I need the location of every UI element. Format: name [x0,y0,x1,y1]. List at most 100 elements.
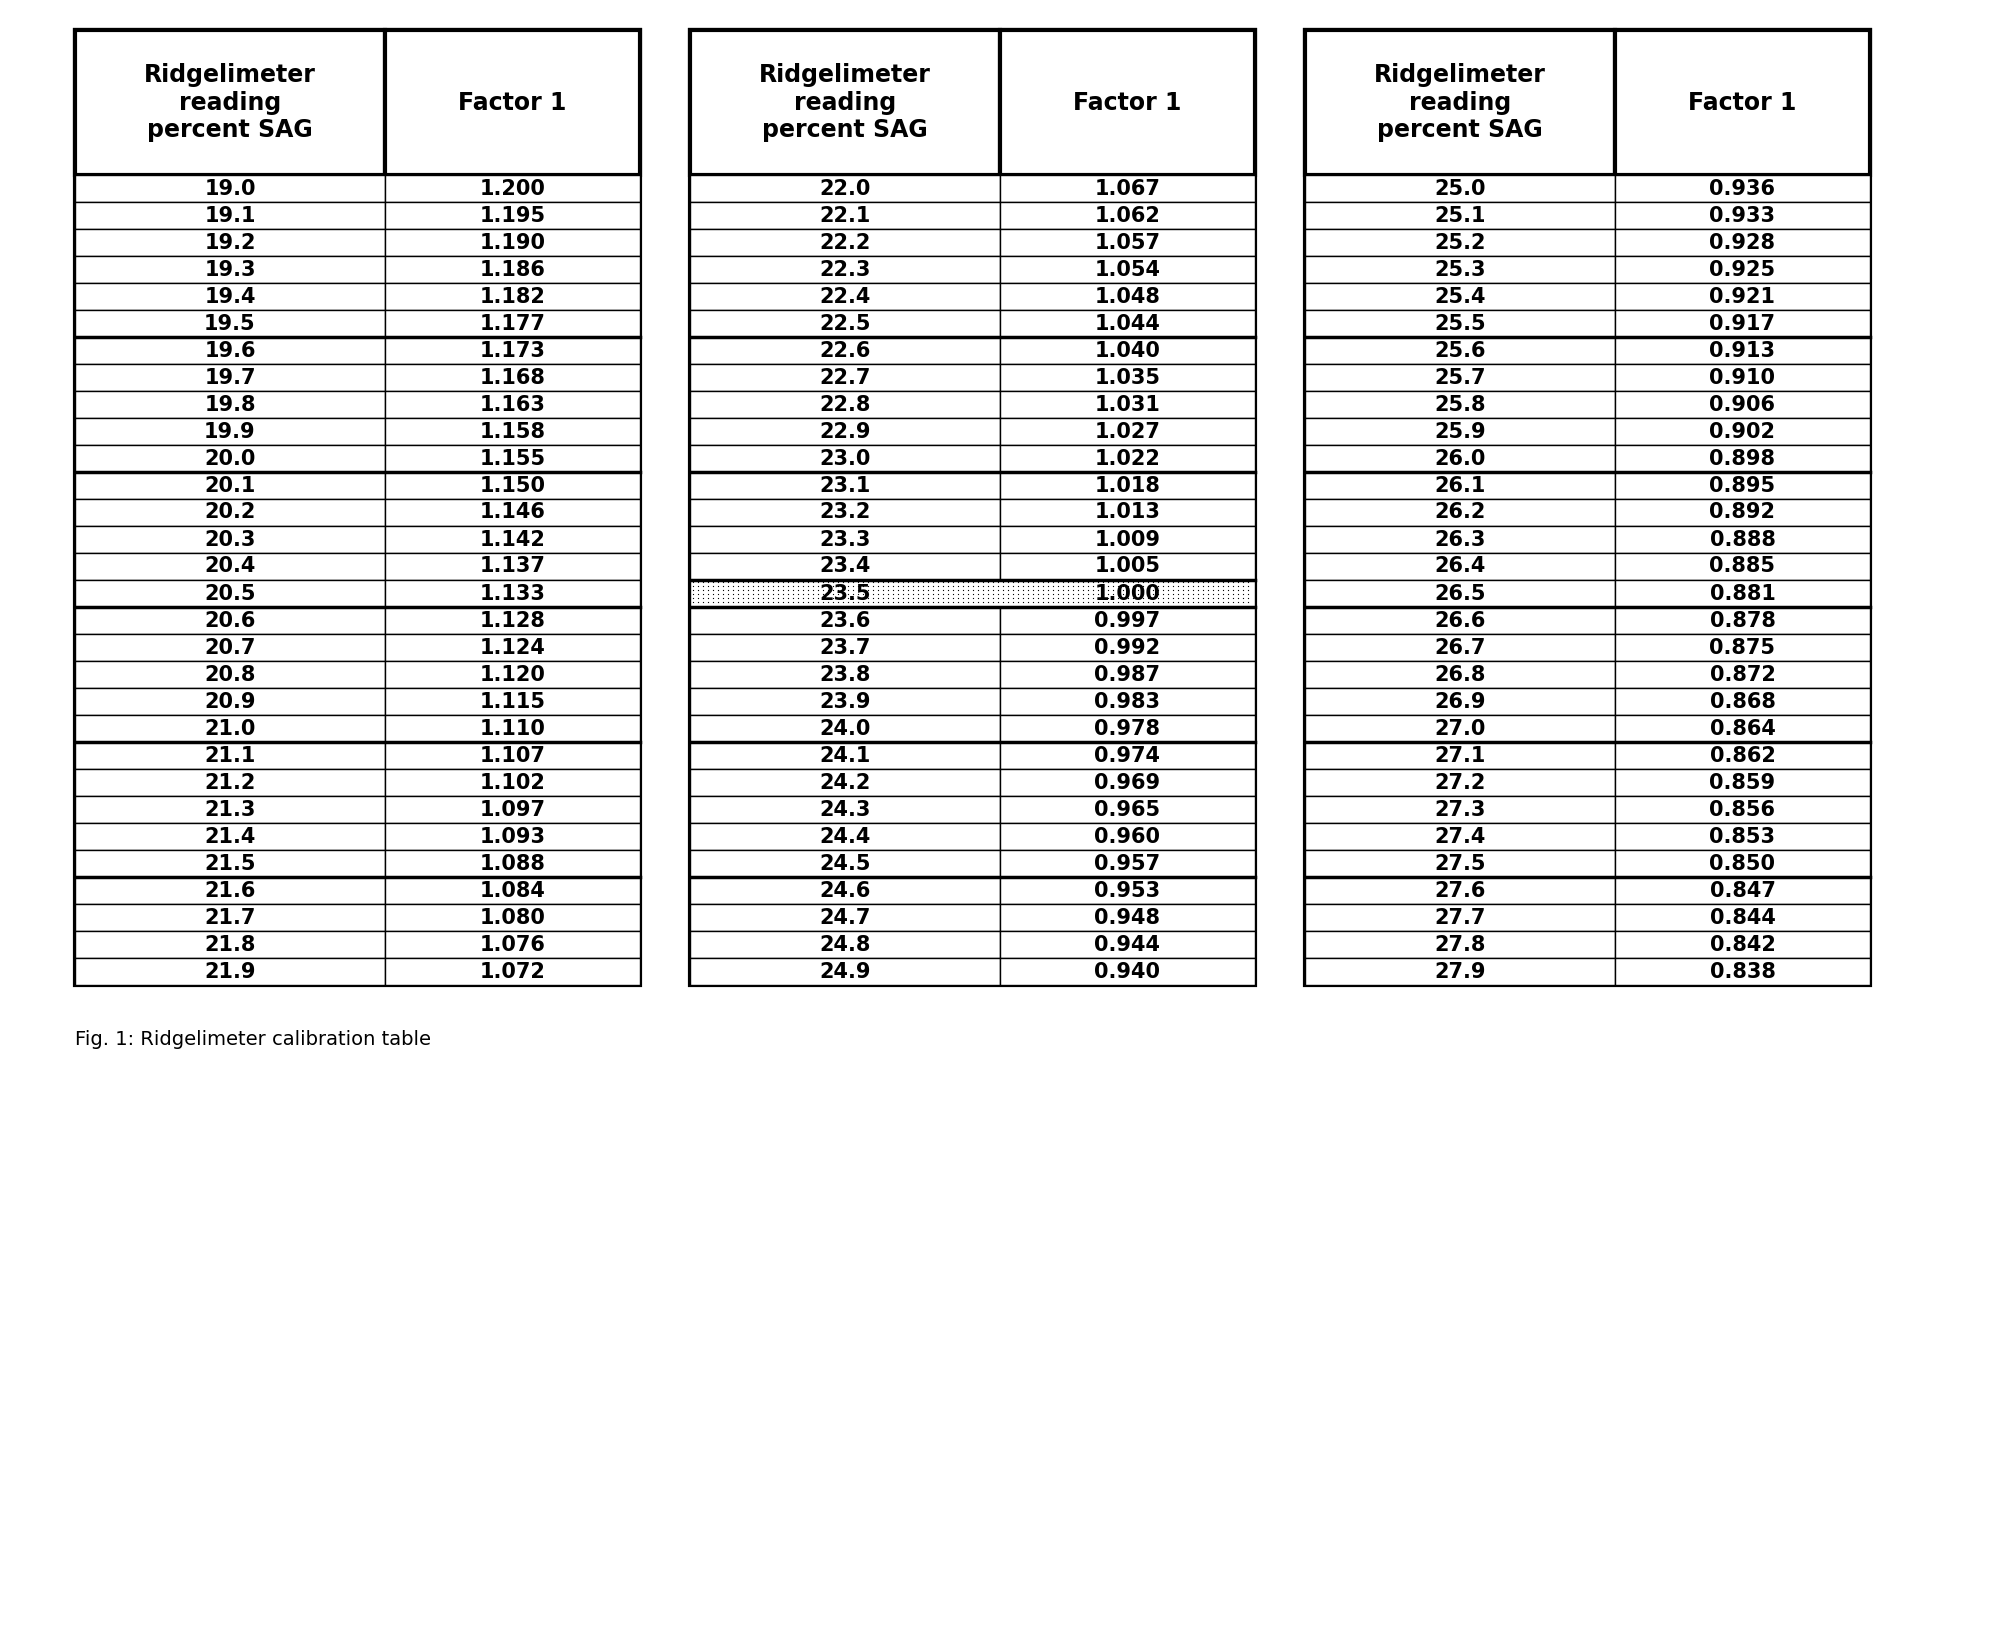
Bar [1304,688,1615,714]
Bar [1615,446,1870,472]
Bar [1615,418,1870,446]
Bar [385,553,640,579]
Bar [690,931,1001,958]
Text: 26.1: 26.1 [1434,475,1486,496]
Bar [76,176,385,202]
Bar [76,390,385,418]
Text: 26.0: 26.0 [1434,449,1486,469]
Bar [385,283,640,311]
Bar [1304,472,1615,499]
Text: 1.027: 1.027 [1095,421,1161,441]
Text: 20.7: 20.7 [203,638,255,657]
Text: 0.978: 0.978 [1095,719,1161,739]
Bar [1001,931,1254,958]
Text: 1.137: 1.137 [481,556,546,576]
Bar [690,526,1001,553]
Bar [1304,311,1615,337]
Bar [690,446,1001,472]
Bar [385,418,640,446]
Bar [690,553,1001,579]
Bar [1304,202,1615,229]
Bar [1304,29,1615,176]
Text: 1.005: 1.005 [1095,556,1161,576]
Text: 21.1: 21.1 [203,745,255,765]
Bar [1001,823,1254,849]
Text: 21.0: 21.0 [203,719,255,739]
Bar [1001,849,1254,877]
Text: 20.3: 20.3 [203,529,255,550]
Bar [1001,635,1254,661]
Bar [690,607,1001,635]
Text: 19.2: 19.2 [203,233,255,252]
Bar [1001,796,1254,823]
Text: 0.957: 0.957 [1095,854,1161,874]
Bar [76,553,385,579]
Bar [1304,905,1615,931]
Bar [1615,823,1870,849]
Bar [1001,607,1254,635]
Text: 0.940: 0.940 [1095,962,1161,981]
Text: 21.6: 21.6 [203,880,255,900]
Bar [690,390,1001,418]
Text: 1.054: 1.054 [1095,259,1161,280]
Bar [1304,176,1615,202]
Bar [1615,661,1870,688]
Text: 26.9: 26.9 [1434,691,1486,711]
Bar [1001,742,1254,770]
Text: 23.5: 23.5 [820,584,871,604]
Text: 21.5: 21.5 [203,854,255,874]
Bar [1304,823,1615,849]
Bar [690,418,1001,446]
Text: 0.892: 0.892 [1709,503,1775,522]
Text: 25.8: 25.8 [1434,394,1486,415]
Bar [76,337,385,364]
Text: 24.9: 24.9 [820,962,871,981]
Text: 0.902: 0.902 [1709,421,1775,441]
Text: 0.838: 0.838 [1709,962,1775,981]
Bar [385,823,640,849]
Bar [385,877,640,905]
Bar [1001,202,1254,229]
Bar [1001,311,1254,337]
Bar [1304,29,1870,984]
Text: 19.8: 19.8 [203,394,255,415]
Text: 27.7: 27.7 [1434,908,1486,927]
Text: 26.7: 26.7 [1434,638,1486,657]
Text: 22.5: 22.5 [820,314,871,334]
Bar [76,823,385,849]
Bar [76,29,385,176]
Bar [690,823,1001,849]
Bar [690,255,1001,283]
Bar [1615,742,1870,770]
Bar [385,499,640,526]
Bar [1001,661,1254,688]
Bar [690,849,1001,877]
Bar [1615,499,1870,526]
Bar [385,607,640,635]
Bar [1304,877,1615,905]
Bar [1304,553,1615,579]
Text: 1.072: 1.072 [481,962,546,981]
Bar [1615,714,1870,742]
Bar [1615,905,1870,931]
Bar [385,472,640,499]
Bar [385,905,640,931]
Bar [76,202,385,229]
Bar [76,418,385,446]
Bar [1001,472,1254,499]
Bar [1304,229,1615,255]
Text: 1.177: 1.177 [481,314,546,334]
Text: 1.107: 1.107 [481,745,546,765]
Text: 1.146: 1.146 [481,503,546,522]
Text: 1.195: 1.195 [479,205,546,226]
Bar [690,29,1001,176]
Bar [385,931,640,958]
Bar [385,229,640,255]
Text: 1.190: 1.190 [479,233,546,252]
Bar [690,364,1001,390]
Text: 1.044: 1.044 [1095,314,1161,334]
Text: 25.9: 25.9 [1434,421,1486,441]
Text: 1.031: 1.031 [1095,394,1161,415]
Text: 24.0: 24.0 [820,719,871,739]
Text: 0.872: 0.872 [1709,664,1775,685]
